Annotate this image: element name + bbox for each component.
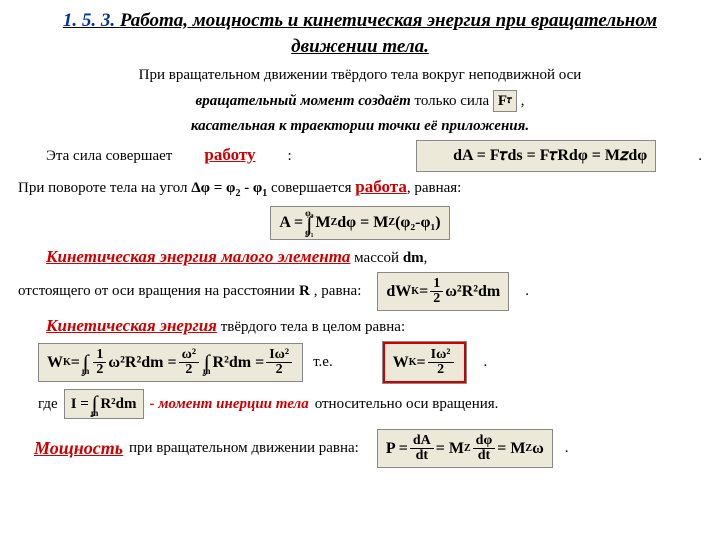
formula-P: P = dAdt = MZ dφdt = MZω [377,429,553,468]
inertia-line: где I = ∫m R²dm - момент инерции тела от… [18,389,702,419]
formula-A: A = φ₂∫φ₁ MZ dφ = MZ(φ₂-φ₁) [270,206,449,240]
intro-line-1: При вращательном движении твёрдого тела … [18,65,702,85]
term-work-2: работа [355,177,407,196]
te-label: т.е. [313,352,333,372]
term-work: работу [176,144,255,167]
section-title: 1. 5. 3. Работа, мощность и кинетическая… [18,8,702,59]
formula-ftau-icon: F𝜏 [493,90,517,112]
formula-dA: dA = F𝜏ds = F𝜏Rdφ = M𝑧dφ [416,140,656,172]
section-title-text: Работа, мощность и кинетическая энергия … [120,10,657,57]
formula-dWk: dWK = 12 ω²R²dm [377,272,509,311]
power-line: Мощность при вращательном движении равна… [18,429,702,468]
rotate-line: При повороте тела на угол Δφ = φ2 - φ1 с… [18,176,702,201]
wk-row: WK = ∫m 12 ω²R²dm = ω²2 ∫m R²dm = Iω²2 т… [38,342,702,383]
term-ke-element: Кинетическая энергия малого элемента [46,247,350,266]
formula-A-row: A = φ₂∫φ₁ MZ dφ = MZ(φ₂-φ₁) [18,206,702,240]
work-sentence: Эта сила совершает работу: dA = F𝜏ds = F… [18,140,702,172]
formula-I: I = ∫m R²dm [64,389,144,419]
ke-body-line: Кинетическая энергия твёрдого тела в цел… [18,315,702,338]
formula-Wk-box: WK = Iω²2 [383,342,466,383]
ke-mass-line: Кинетическая энергия малого элемента мас… [18,246,702,269]
intro-line-3: касательная к траектории точки её прилож… [18,116,702,136]
intro-bold-1: вращательный момент создаёт [196,93,411,109]
formula-Wk-long: WK = ∫m 12 ω²R²dm = ω²2 ∫m R²dm = Iω²2 [38,343,303,382]
term-ke-body: Кинетическая энергия [46,316,217,335]
section-number: 1. 5. 3. [63,10,115,31]
intro-line-2: вращательный момент создаёт только сила … [18,90,702,112]
ke-mass-line2: отстоящего от оси вращения на расстоянии… [18,272,702,311]
term-inertia: - момент инерции тела [150,394,309,414]
term-power: Мощность [34,436,123,460]
